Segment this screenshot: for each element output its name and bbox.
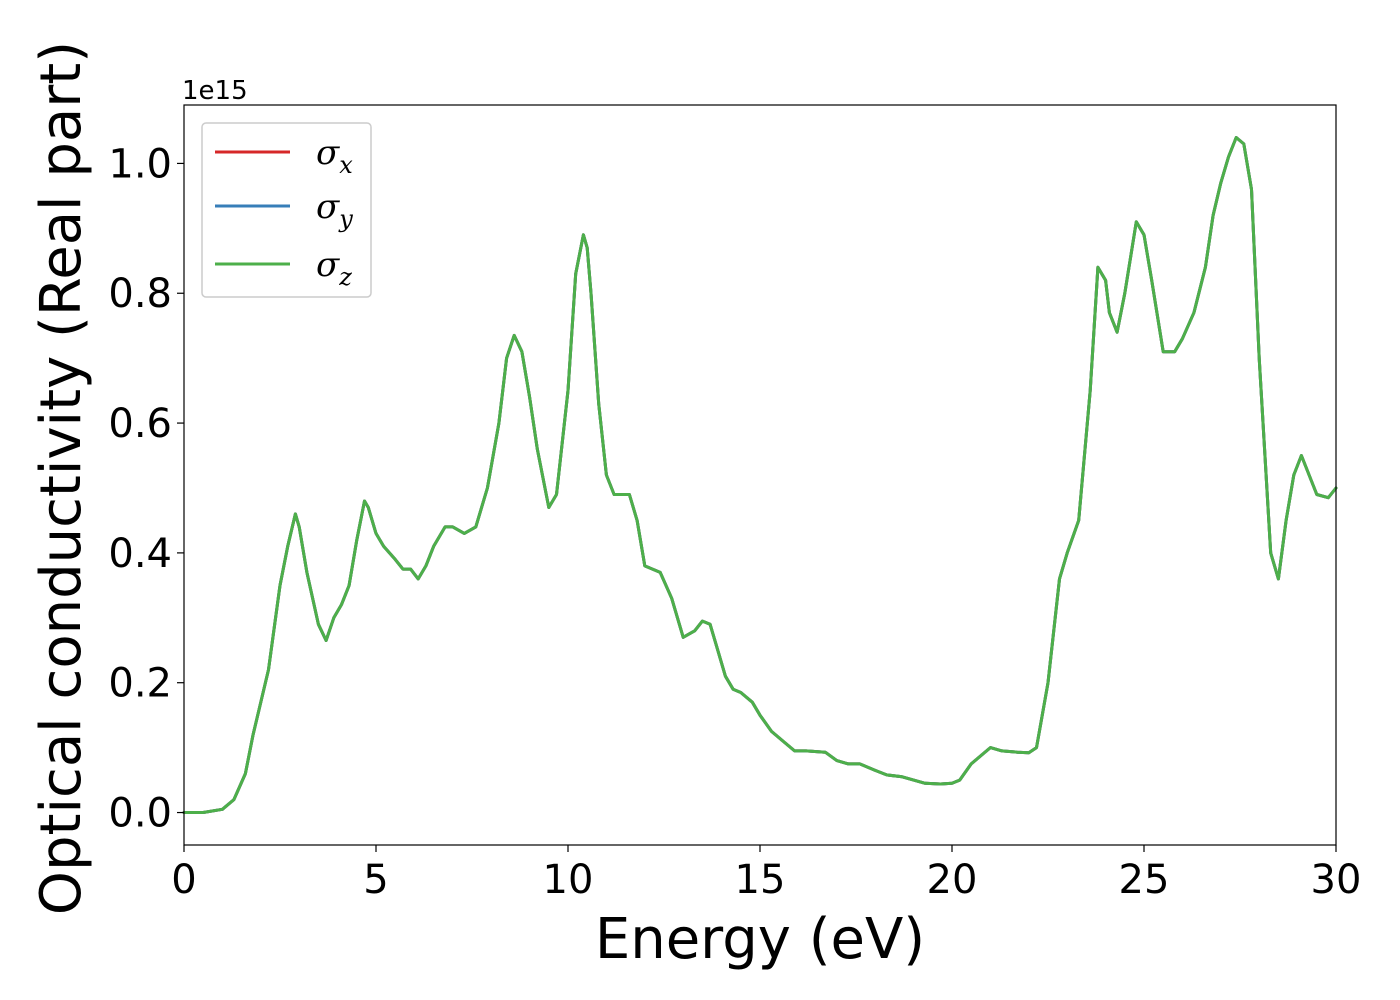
x-tick-label: 30 [1311, 857, 1362, 903]
y-axis-label: Optical conductivity (Real part) [29, 41, 94, 915]
series-line-z [182, 136, 1338, 814]
x-tick-label: 25 [1119, 857, 1170, 903]
x-axis-ticks: 0 5 10 15 20 25 30 [171, 845, 1361, 903]
x-tick-label: 5 [363, 857, 388, 903]
y-tick-label: 0.6 [108, 401, 172, 447]
y-tick-label: 0.8 [108, 271, 172, 317]
y-tick-label: 1.0 [108, 141, 172, 187]
y-axis-offset-label: 1e15 [182, 76, 248, 106]
x-tick-label: 0 [171, 857, 196, 903]
legend-box [201, 122, 372, 298]
y-axis-ticks: 0.0 0.2 0.4 0.6 0.8 1.0 [108, 141, 184, 837]
y-tick-label: 0.4 [108, 531, 172, 577]
plot-lines [182, 136, 1338, 814]
x-tick-label: 20 [927, 857, 978, 903]
x-tick-label: 15 [735, 857, 786, 903]
x-axis-label: Energy (eV) [595, 907, 925, 972]
y-tick-label: 0.2 [108, 661, 172, 707]
y-tick-label: 0.0 [108, 791, 172, 837]
x-tick-label: 10 [543, 857, 594, 903]
